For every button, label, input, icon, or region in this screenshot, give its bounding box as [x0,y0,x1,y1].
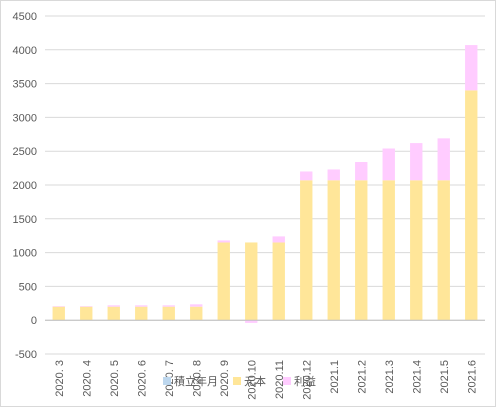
x-tick-label: 2021.1 [329,360,341,394]
y-tick-label: 2500 [13,146,37,158]
x-tick-label: 2020.11 [274,360,286,399]
bar-segment-profit [135,305,148,307]
bar-segment-principal [437,180,450,321]
bar-segment-profit [327,169,340,181]
bar-segment-principal [465,90,478,321]
y-tick-label: 0 [31,315,37,327]
bar-segment-principal [245,242,258,321]
x-tick-label: 2021.5 [439,360,451,394]
bar-segment-profit [217,240,230,243]
x-tick-label: 2020. 5 [109,360,121,397]
bar-segment-principal [80,306,93,321]
x-tick-label: 2020.10 [246,360,258,400]
bar-segment-profit [272,236,285,243]
x-tick-label: 2020.12 [301,360,313,400]
bar-segment-profit [162,305,175,307]
bar-segment-profit [355,162,368,181]
bar-segment-principal [52,306,65,321]
x-tick-label: 2020. 6 [136,360,148,397]
legend-label: 利益 [294,374,316,388]
y-tick-label: 4000 [13,45,37,57]
bars [52,45,478,323]
x-tick-label: 2020. 9 [219,360,231,397]
y-tick-label: 2000 [13,180,37,192]
bar-segment-principal [217,242,230,321]
bar-segment-profit [410,143,423,181]
y-tick-label: 3500 [13,79,37,91]
legend-swatch [233,377,241,385]
bar-segment-profit [190,304,203,307]
x-tick-label: 2021.3 [384,360,396,394]
x-tick-label: 2021.2 [356,360,368,394]
legend-label: 元本 [244,374,266,388]
bar-segment-profit [245,320,258,323]
x-tick-label: 2021.4 [411,360,423,394]
x-tick-label: 2020. 8 [191,360,203,397]
x-tick-label: 2021.6 [466,360,478,394]
legend-swatch [283,377,291,385]
bar-segment-profit [300,171,313,181]
bar-segment-principal [135,306,148,321]
bar-segment-profit [80,306,93,307]
bar-segment-profit [382,148,395,181]
bar-segment-principal [107,306,120,321]
y-tick-label: 500 [19,281,37,293]
bar-segment-principal [272,242,285,321]
bar-segment-profit [107,305,120,307]
x-tick-label: 2020. 4 [81,360,93,397]
bar-segment-principal [300,180,313,321]
legend: 積立年月 元本 利益 [163,374,316,388]
legend-swatch [163,377,171,385]
legend-label: 積立年月 [174,374,218,388]
y-tick-label: 3000 [13,112,37,124]
bar-segment-profit [437,138,450,181]
y-tick-label: 4500 [13,11,37,23]
x-tick-label: 2020. 3 [54,360,66,397]
y-tick-label: 1000 [13,248,37,260]
bar-segment-principal [410,180,423,321]
y-tick-label: 1500 [13,214,37,226]
bar-segment-principal [327,180,340,321]
bar-segment-principal [355,180,368,321]
bar-segment-profit [52,306,65,307]
bar-segment-principal [190,306,203,321]
bar-segment-principal [382,180,395,321]
bar-segment-profit [465,45,478,91]
y-axis-ticks: -500 0 500 1000 1500 2000 2500 3000 3500 4000 4500 [13,11,37,361]
bar-segment-principal [162,306,175,321]
y-tick-label: -500 [15,349,37,361]
